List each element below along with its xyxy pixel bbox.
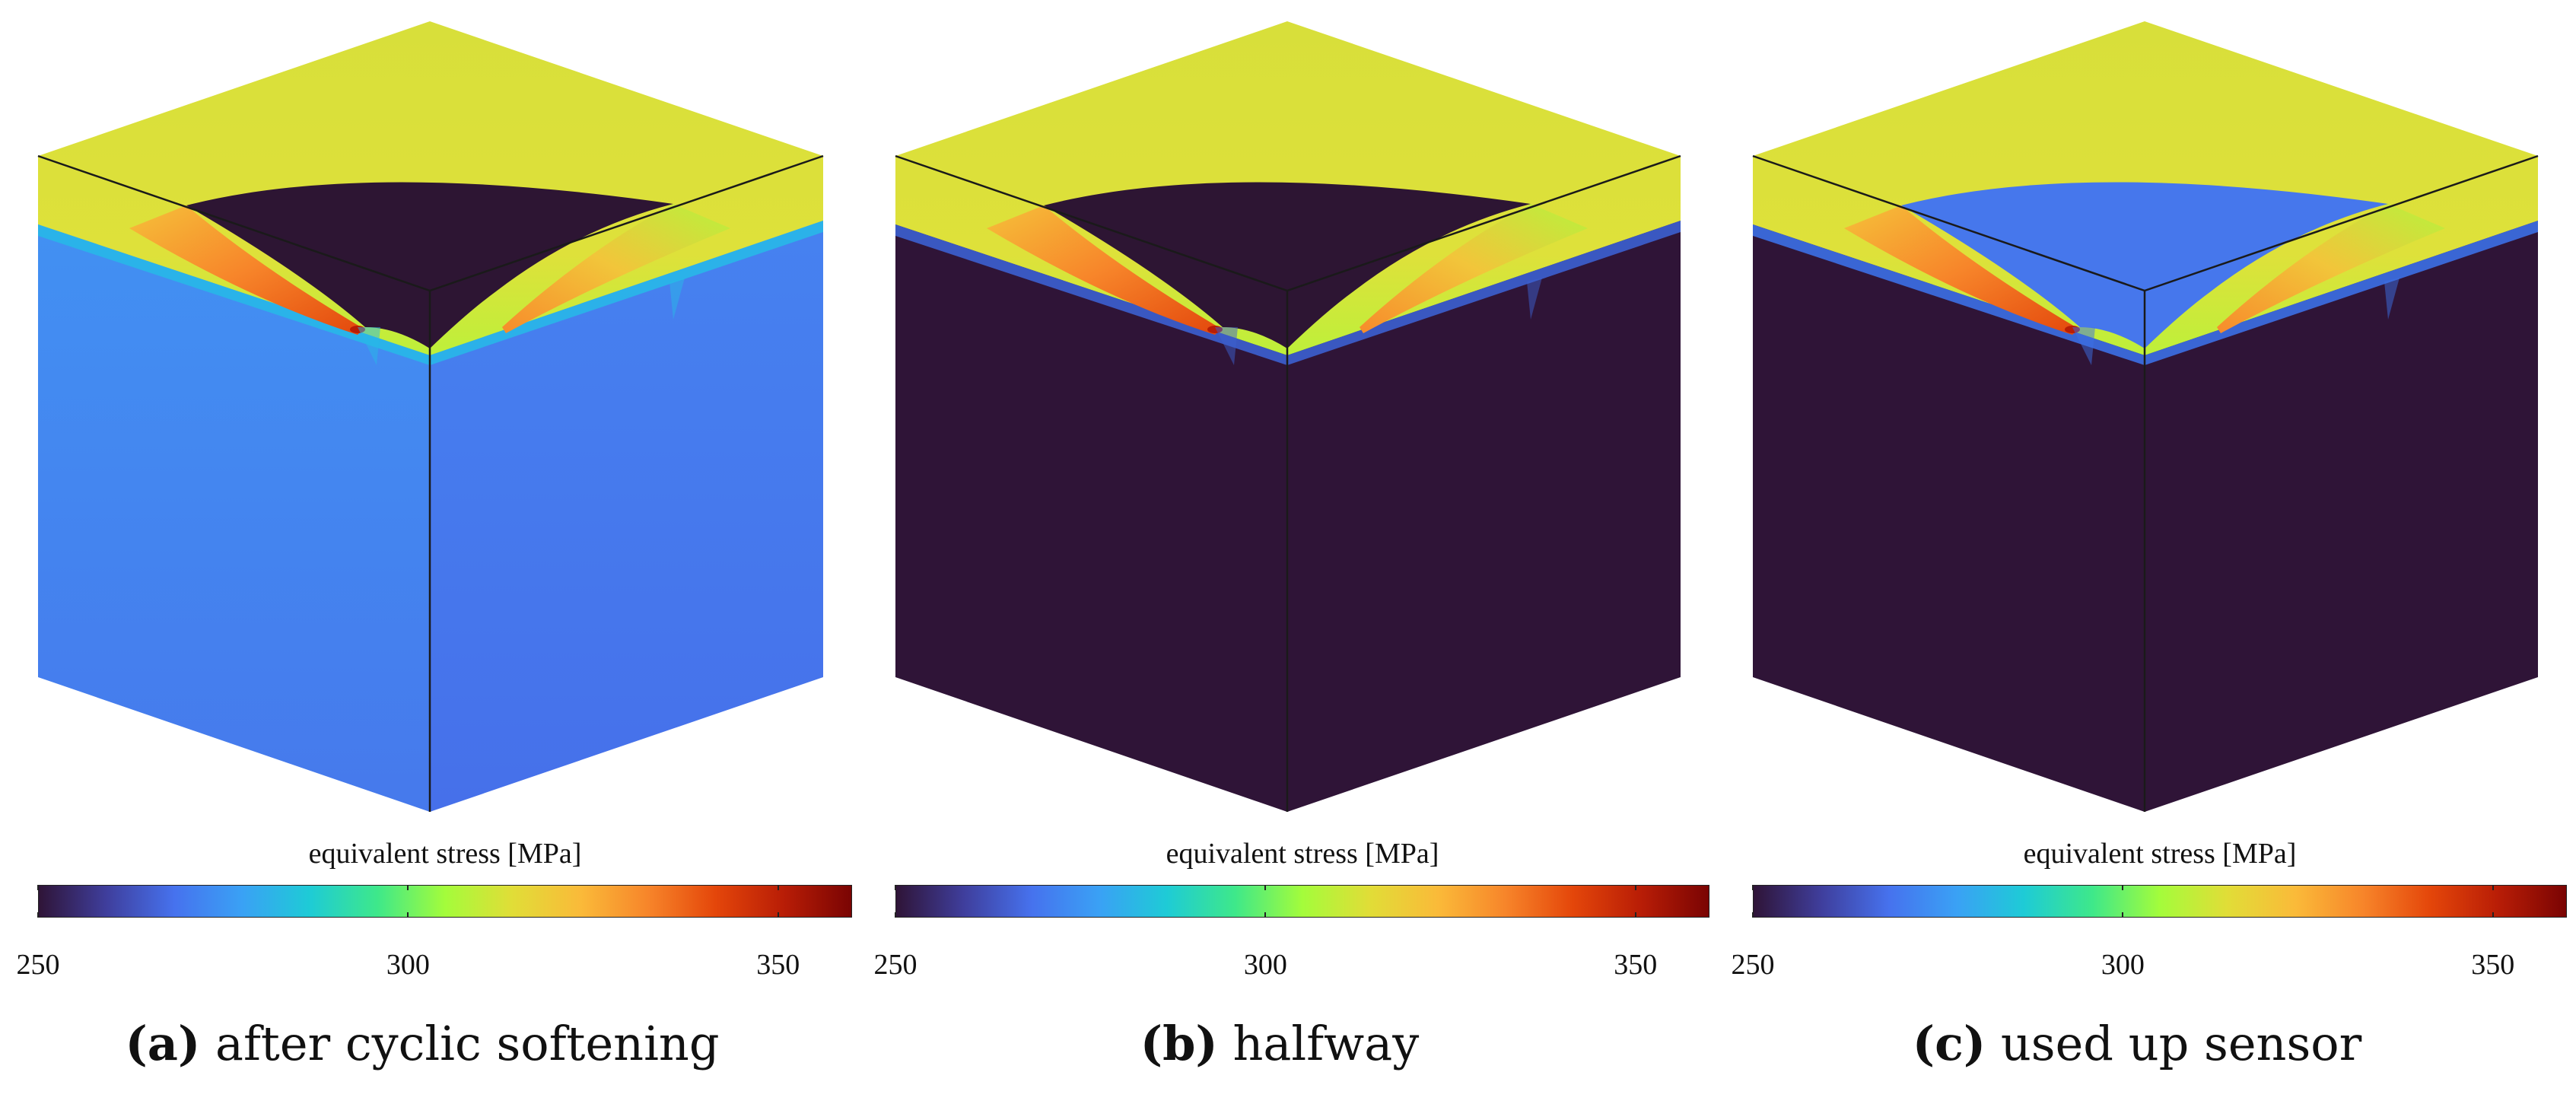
colorbar-tick-mark <box>2492 885 2494 890</box>
crack-tip-right <box>2217 204 2445 333</box>
colorbar-tick-mark <box>895 912 896 918</box>
colorbar-tick-mark <box>1634 885 1636 890</box>
crack-tip-right <box>1360 204 1588 333</box>
panel-caption-text: halfway <box>1217 1016 1420 1071</box>
colorbar-tick-label: 300 <box>2101 949 2145 981</box>
cube-edges <box>895 154 1681 812</box>
crack-tip-left <box>129 205 364 335</box>
colorbar-tick-label: 350 <box>1614 949 1658 981</box>
colorbar <box>1753 885 2567 918</box>
colorbar-tick-mark <box>2122 912 2124 918</box>
colorbar-tick-mark <box>2122 885 2124 890</box>
crack-tip-right <box>502 204 730 333</box>
crack-tip-left <box>987 205 1221 335</box>
colorbar-tick-mark <box>777 912 779 918</box>
colorbar-tick-mark <box>1752 912 1754 918</box>
colorbar-tick-label: 300 <box>386 949 430 981</box>
panel-caption: (b) halfway <box>857 1016 1702 1071</box>
colorbar-title: equivalent stress [MPa] <box>1166 838 1439 870</box>
colorbar-tick-mark <box>1264 912 1267 918</box>
colorbar-tick-mark <box>37 912 39 918</box>
colorbar-tick-mark <box>2492 912 2494 918</box>
colorbar <box>38 885 852 918</box>
panel-label: (b) <box>1140 1016 1218 1071</box>
panel-b: equivalent stress [MPa] 250 300 350 (b) half… <box>857 0 1709 1104</box>
cube-edges <box>1752 154 2539 812</box>
colorbar-tick-mark <box>1264 885 1267 890</box>
panel-c: equivalent stress [MPa] 250 300 350 (c) used… <box>1715 0 2567 1104</box>
panel-caption: (a) after cyclic softening <box>0 1016 844 1071</box>
colorbar-tick-label: 250 <box>1731 949 1775 981</box>
cube-plot <box>1752 21 2539 812</box>
notch-region <box>1901 182 2388 348</box>
colorbar-tick-mark <box>895 885 896 890</box>
colorbar-tick-label: 250 <box>16 949 60 981</box>
colorbar-tick-mark <box>407 885 409 890</box>
colorbar-tick-label: 300 <box>1243 949 1287 981</box>
panel-label: (a) <box>125 1016 201 1071</box>
crack-tip-left <box>1844 205 2078 335</box>
colorbar <box>895 885 1709 918</box>
panel-label: (c) <box>1912 1016 1986 1071</box>
cube-plot <box>895 21 1681 812</box>
panel-caption: (c) used up sensor <box>1715 1016 2559 1071</box>
colorbar-tick-mark <box>777 885 779 890</box>
cube-edges <box>37 154 824 812</box>
cube-plot <box>37 21 824 812</box>
colorbar-tick-label: 350 <box>2471 949 2515 981</box>
colorbar-tick-mark <box>1634 912 1636 918</box>
notch-region <box>1044 182 1531 348</box>
panel-caption-text: used up sensor <box>1986 1016 2362 1071</box>
panel-caption-text: after cyclic softening <box>200 1016 720 1071</box>
colorbar-tick-mark <box>37 885 39 890</box>
colorbar-title: equivalent stress [MPa] <box>2023 838 2297 870</box>
panel-a: equivalent stress [MPa] 250 300 350 (a) afte… <box>0 0 852 1104</box>
colorbar-tick-label: 350 <box>756 949 800 981</box>
colorbar-tick-mark <box>407 912 409 918</box>
notch-region <box>186 182 673 348</box>
colorbar-tick-label: 250 <box>873 949 918 981</box>
colorbar-title: equivalent stress [MPa] <box>308 838 582 870</box>
colorbar-tick-mark <box>1752 885 1754 890</box>
